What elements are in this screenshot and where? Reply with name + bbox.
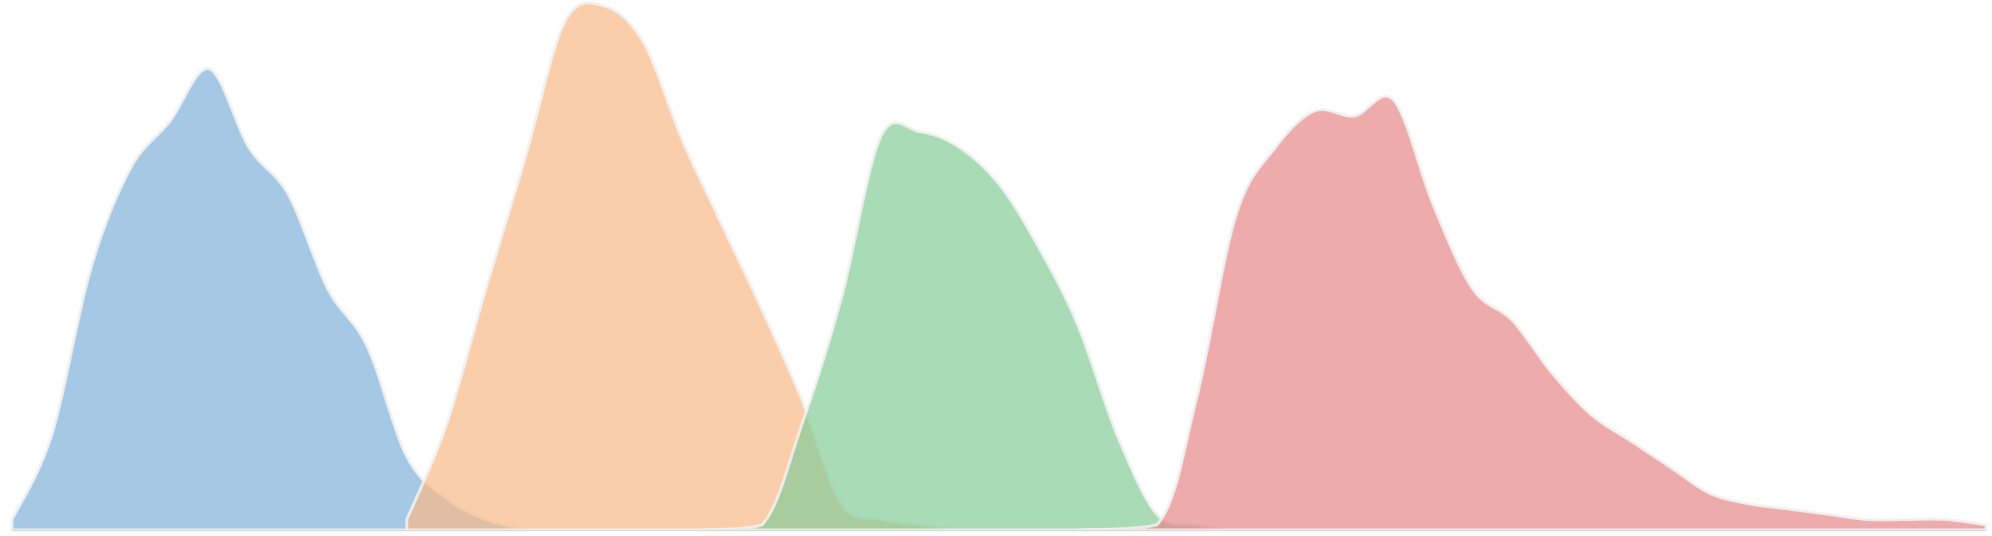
density-area-3 (701, 121, 1238, 532)
series-areas (10, 1, 1988, 532)
density-area-4 (1076, 94, 1988, 532)
